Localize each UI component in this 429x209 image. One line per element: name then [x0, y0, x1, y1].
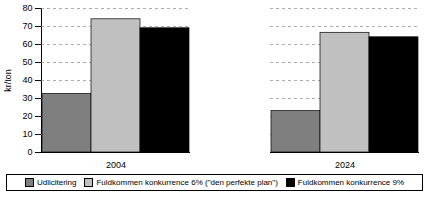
svg-text:60: 60 [22, 39, 32, 49]
svg-text:40: 40 [22, 75, 32, 85]
svg-text:80: 80 [22, 3, 32, 13]
svg-text:30: 30 [22, 93, 32, 103]
svg-text:50: 50 [22, 57, 32, 67]
svg-text:70: 70 [22, 21, 32, 31]
html-text:Udlicitering: Udlicitering [36, 178, 77, 187]
svg-text:20: 20 [22, 111, 32, 121]
html-text:Fuldkommen konkurrence 9%: Fuldkommen konkurrence 9% [297, 178, 405, 187]
svg-text:0: 0 [27, 147, 32, 157]
html-text:Fuldkommen konkurrence 6% ("de: Fuldkommen konkurrence 6% ("den perfekte… [96, 178, 278, 187]
svg-text:2004: 2004 [106, 160, 126, 170]
svg-text:10: 10 [22, 129, 32, 139]
svg-text:kr/ton: kr/ton [3, 69, 13, 92]
svg-text:2024: 2024 [335, 160, 355, 170]
